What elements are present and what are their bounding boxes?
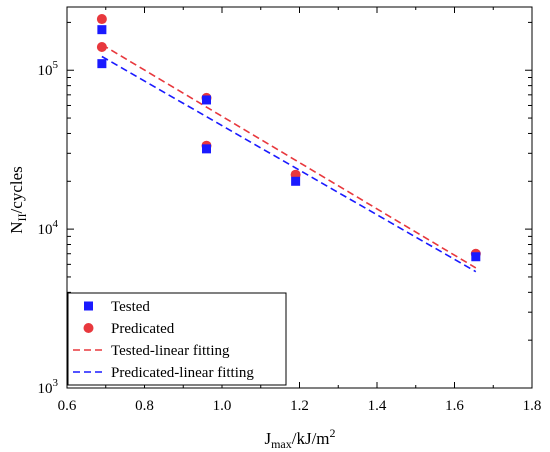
tested-point xyxy=(97,59,107,69)
legend-label: Predicated xyxy=(111,321,175,337)
fit-lines xyxy=(101,43,477,273)
legend: Tested Predicated Tested-linear fitting Pre… xyxy=(67,292,287,386)
x-tick-label: 1.0 xyxy=(213,398,232,414)
legend-marker-predicated xyxy=(83,323,94,333)
ticks: 0.6 0.8 1.0 1.2 1.4 1.6 1.8 103 104 105 xyxy=(38,7,542,414)
legend-label: Tested-linear fitting xyxy=(111,343,230,359)
tested-point xyxy=(202,95,211,105)
x-tick-label: 1.8 xyxy=(523,398,542,414)
fit-line-predicated-linear-fitting xyxy=(101,55,477,273)
x-tick-label: 0.8 xyxy=(135,398,154,414)
x-tick-label: 0.6 xyxy=(58,398,77,414)
predicated-point xyxy=(96,42,107,53)
x-axis-label: Jmax/kJ/m2 xyxy=(264,426,335,451)
legend-label: Predicated-linear fitting xyxy=(111,365,254,381)
legend-marker-tested xyxy=(84,301,93,311)
y-tick-label: 104 xyxy=(38,218,59,238)
x-tick-label: 1.6 xyxy=(445,398,464,414)
y-tick-label: 103 xyxy=(38,377,59,397)
fit-line-tested-linear-fitting xyxy=(101,43,477,269)
legend-box xyxy=(67,292,287,386)
predicated-point xyxy=(96,14,107,25)
tested-point xyxy=(97,25,107,35)
y-tick-label: 105 xyxy=(38,59,59,79)
markers xyxy=(96,14,481,262)
legend-label: Tested xyxy=(111,299,150,315)
x-tick-label: 1.2 xyxy=(290,398,309,414)
tested-point xyxy=(202,144,211,154)
tested-point xyxy=(471,252,481,262)
x-tick-label: 1.4 xyxy=(368,398,387,414)
tested-point xyxy=(291,176,301,186)
y-axis-label: NII/cycles xyxy=(7,166,29,233)
